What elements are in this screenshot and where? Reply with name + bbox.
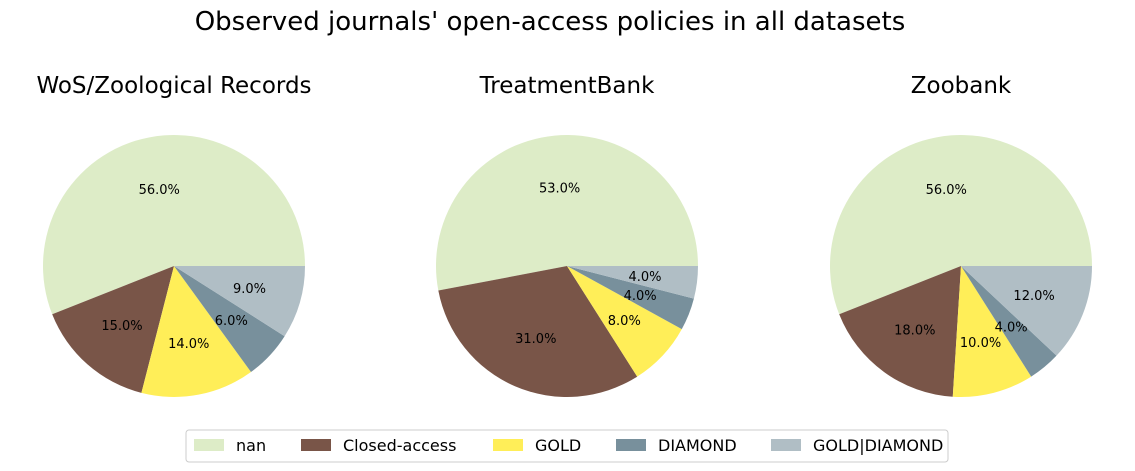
pie-slice-label: 9.0% xyxy=(233,282,266,297)
legend-label: nan xyxy=(236,436,266,455)
pie-chart-1: WoS/Zoological Records 56.0% 15.0% 14.0% 6.0… xyxy=(36,73,312,398)
pie-slice-gold xyxy=(141,266,251,398)
pie-slice-gold-diamond xyxy=(174,266,305,337)
pie-chart-2: TreatmentBank 53.0% 31.0% 8.0% 4.0% 4.0% xyxy=(436,73,698,397)
legend-swatch xyxy=(301,439,331,451)
pie-slice-gold xyxy=(952,266,1032,397)
pie-slice-label: 4.0% xyxy=(624,289,657,304)
pie-slice-label: 4.0% xyxy=(628,270,661,285)
pie-slice-label: 56.0% xyxy=(926,183,967,198)
legend-label: GOLD xyxy=(535,436,581,455)
pie-slice-nan xyxy=(42,135,306,315)
legend-swatch xyxy=(194,439,224,451)
pie-slice-label: 18.0% xyxy=(894,324,935,339)
pie-slice-label: 8.0% xyxy=(608,314,641,329)
pie-title: TreatmentBank xyxy=(479,73,655,99)
pie-slice-label: 56.0% xyxy=(139,183,180,198)
figure-title: Observed journals' open-access policies … xyxy=(195,7,906,37)
pie-slice-gold-diamond xyxy=(567,266,698,299)
pie-slice-nan xyxy=(436,134,698,291)
pie-slice-nan xyxy=(829,134,1092,315)
legend-label: DIAMOND xyxy=(658,436,737,455)
pie-slice-diamond xyxy=(961,266,1057,377)
pie-slice-label: 6.0% xyxy=(215,314,248,329)
pie-slice-diamond xyxy=(174,266,285,372)
pie-slice-closed-access xyxy=(438,266,638,397)
pie-slice-label: 15.0% xyxy=(101,319,142,334)
legend: nan Closed-access GOLD DIAMOND GOLD|DIAMOND xyxy=(185,429,949,463)
pie-slice-closed-access xyxy=(52,266,174,393)
pie-chart-3: Zoobank 56.0% 18.0% 10.0%4.0% 12.0% xyxy=(829,73,1092,397)
legend-swatch xyxy=(493,439,523,451)
legend-swatch xyxy=(616,439,646,451)
pie-slice-label: 4.0% xyxy=(995,321,1028,336)
pie-slice-label: 53.0% xyxy=(539,182,580,197)
legend-label: Closed-access xyxy=(343,436,456,455)
pie-slice-diamond xyxy=(567,266,694,330)
pie-slice-label: 31.0% xyxy=(515,332,556,347)
pie-slice-label: 14.0% xyxy=(168,337,209,352)
pie-charts: WoS/Zoological Records 56.0% 15.0% 14.0% 6.0… xyxy=(36,73,1092,398)
pie-title: WoS/Zoological Records xyxy=(36,73,311,99)
pie-slice-label: 10.0% xyxy=(960,336,1001,351)
legend-frame xyxy=(185,429,949,463)
pie-slice-label: 12.0% xyxy=(1013,289,1054,304)
legend-label: GOLD|DIAMOND xyxy=(813,436,943,455)
pie-slice-gold xyxy=(567,266,682,377)
legend-swatch xyxy=(771,439,801,451)
pie-slice-closed-access xyxy=(839,266,961,397)
pie-title: Zoobank xyxy=(911,73,1012,99)
pie-slice-gold-diamond xyxy=(961,266,1092,356)
